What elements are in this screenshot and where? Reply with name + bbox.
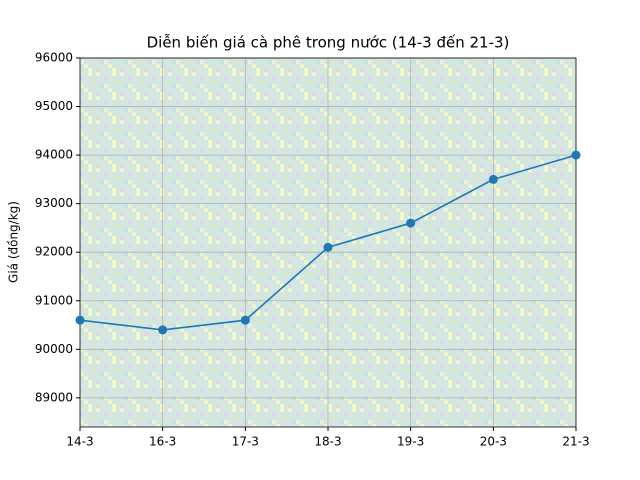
y-axis-label: Giá (đồng/kg) (7, 201, 21, 283)
y-tick-label: 91000 (35, 293, 73, 307)
y-tick-label: 94000 (35, 148, 73, 162)
marker (323, 242, 333, 252)
y-tick-label: 90000 (35, 342, 73, 356)
marker (158, 325, 168, 335)
marker (240, 315, 250, 325)
marker (75, 315, 85, 325)
y-tick-label: 96000 (35, 51, 73, 65)
x-tick-label: 16-3 (149, 435, 176, 449)
x-tick-label: 20-3 (480, 435, 507, 449)
marker (571, 150, 581, 160)
marker (406, 218, 416, 228)
x-tick-label: 17-3 (232, 435, 259, 449)
x-tick-label: 14-3 (66, 435, 93, 449)
y-tick-label: 93000 (35, 196, 73, 210)
marker (488, 174, 498, 184)
x-tick-label: 18-3 (314, 435, 341, 449)
y-tick-label: 89000 (35, 390, 73, 404)
plot-frame (79, 57, 577, 428)
x-tick-label: 21-3 (562, 435, 589, 449)
chart-title: Diễn biến giá cà phê trong nước (14-3 đế… (147, 34, 510, 52)
y-tick-label: 95000 (35, 99, 73, 113)
x-tick-label: 19-3 (397, 435, 424, 449)
y-tick-label: 92000 (35, 245, 73, 259)
